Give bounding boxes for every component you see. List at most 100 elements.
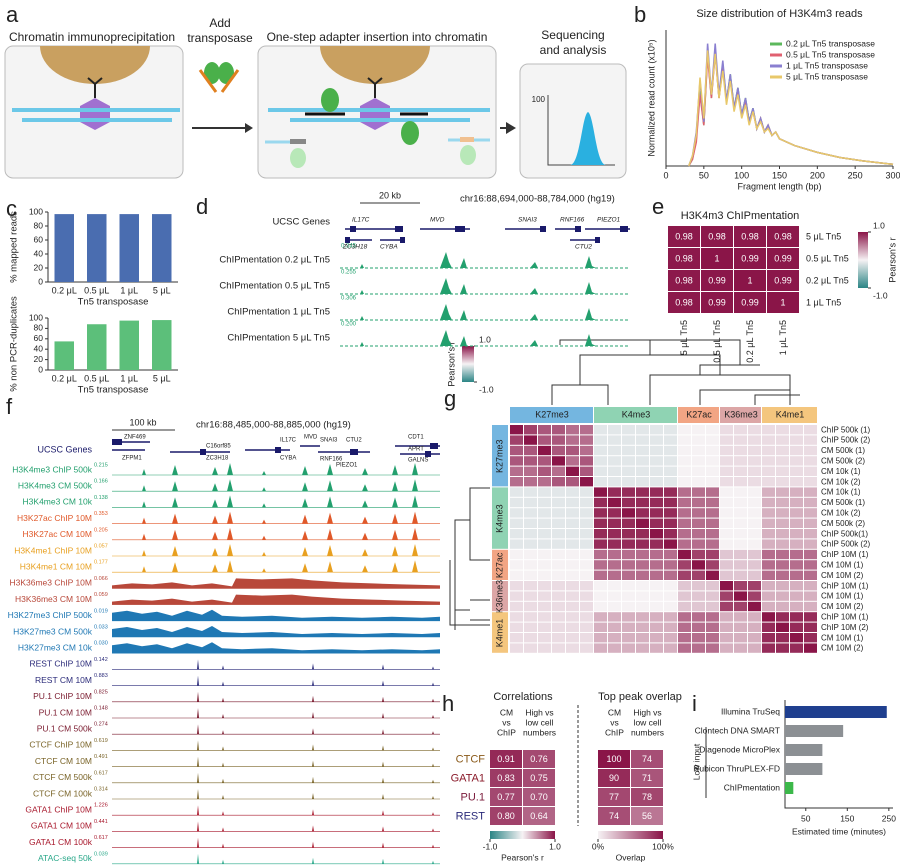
heatmap-cell <box>598 807 630 825</box>
heatmap-cell <box>510 633 523 643</box>
heatmap-cell <box>580 497 593 508</box>
heatmap-cell <box>706 425 719 435</box>
heatmap-cell <box>790 622 803 632</box>
colorbar-label: Pearson's r <box>887 237 897 282</box>
column-label: CM <box>500 707 513 717</box>
heatmap-cell <box>552 612 565 622</box>
heatmap-cell <box>748 445 761 456</box>
heatmap-cell <box>804 497 817 508</box>
track-signal <box>340 252 630 268</box>
group-label: K27ac <box>494 552 504 578</box>
heatmap-cell <box>566 601 579 612</box>
track-max: 0.057 <box>94 543 108 549</box>
heatmap-cell <box>692 633 705 643</box>
heatmap-cell <box>790 445 803 456</box>
heatmap-cell <box>790 549 803 560</box>
heatmap-cell <box>664 497 677 508</box>
heatmap-cell <box>692 591 705 601</box>
row-label: ChIP 10M (1) <box>821 550 869 559</box>
row-label: REST <box>456 810 486 822</box>
colorbar <box>462 346 474 382</box>
row-label: CM 10M (2) <box>821 602 864 611</box>
track-signal <box>112 675 440 686</box>
heatmap-cell <box>552 549 565 560</box>
heatmap-cell <box>804 581 817 591</box>
track-signal <box>112 609 440 621</box>
track-max: 0.166 <box>94 479 108 485</box>
track-signal <box>112 853 440 864</box>
heatmap-cell <box>664 612 677 622</box>
heatmap-cell <box>664 456 677 466</box>
heatmap-cell <box>594 560 607 570</box>
heatmap-cell <box>524 622 537 632</box>
heatmap-cell <box>580 456 593 466</box>
x-tick-label: 0.5 μL <box>84 285 109 295</box>
heatmap-cell <box>608 456 621 466</box>
heatmap-cell <box>776 497 789 508</box>
bar <box>119 320 139 370</box>
heatmap-cell <box>566 612 579 622</box>
row-label: CM 10M (2) <box>821 644 864 653</box>
row-label: CM 10k (2) <box>821 477 861 486</box>
column-label: ChIP <box>497 727 516 737</box>
heatmap-cell <box>734 226 766 247</box>
heatmap-cell <box>692 643 705 653</box>
heatmap-cell <box>490 769 522 787</box>
heatmap-cell <box>720 633 733 643</box>
heatmap-cell <box>748 425 761 435</box>
heatmap-cell <box>580 435 593 445</box>
heatmap-cell <box>566 549 579 560</box>
legend-label: 1 μL Tn5 transposase <box>786 60 868 70</box>
adapter <box>290 139 306 144</box>
heatmap-cell <box>762 435 775 445</box>
heatmap-cell <box>664 425 677 435</box>
track-max: 0.617 <box>94 770 108 776</box>
y-tick-label: 20 <box>34 354 44 364</box>
track-label: H3K4me3 CM 500k <box>18 480 93 490</box>
heatmap-cell <box>790 539 803 549</box>
heatmap-cell <box>804 466 817 476</box>
bead <box>40 46 150 84</box>
heatmap-cell <box>701 270 733 291</box>
heatmap-cell <box>608 477 621 487</box>
heatmap-cell <box>767 248 799 269</box>
heatmap-cell <box>664 518 677 528</box>
heatmap-cell <box>580 477 593 487</box>
gene-label: RNF166 <box>320 457 343 463</box>
heatmap-cell <box>524 529 537 539</box>
gene-label: MVD <box>430 217 445 224</box>
category-label: Clontech DNA SMART <box>695 725 780 735</box>
cell-label: 1 <box>747 275 752 285</box>
track-label: ChIPmentation 5 μL Tn5 <box>227 333 330 344</box>
track-label: PU.1 CM 10M <box>39 707 92 717</box>
heatmap-cell <box>776 539 789 549</box>
heatmap-cell <box>580 529 593 539</box>
heatmap-cell <box>776 518 789 528</box>
heatmap-cell <box>720 549 733 560</box>
heatmap-cell <box>748 508 761 518</box>
heatmap-cell <box>706 633 719 643</box>
gene-label: ZNF469 <box>124 435 146 441</box>
track-max: 0.883 <box>94 673 108 679</box>
cell-label: 1 <box>780 297 785 307</box>
heatmap-cell <box>594 487 607 497</box>
heatmap-cell <box>706 466 719 476</box>
heatmap-cell <box>524 601 537 612</box>
heatmap-cell <box>566 445 579 456</box>
group-header <box>492 425 508 487</box>
heatmap-cell <box>636 612 649 622</box>
row-label: CM 500k (2) <box>821 519 865 528</box>
heatmap-cell <box>664 633 677 643</box>
heatmap-cell <box>692 445 705 456</box>
cell-label: 74 <box>642 754 652 764</box>
heatmap-cell <box>524 591 537 601</box>
track-signal <box>340 304 630 320</box>
track-max: 0.138 <box>94 495 108 501</box>
dna <box>12 108 180 122</box>
heatmap-cell <box>622 477 635 487</box>
heatmap-cell <box>510 445 523 456</box>
track-max: 0.353 <box>94 511 108 517</box>
heatmap-cell <box>692 466 705 476</box>
track-signal <box>112 691 440 702</box>
track-signal <box>112 740 440 751</box>
